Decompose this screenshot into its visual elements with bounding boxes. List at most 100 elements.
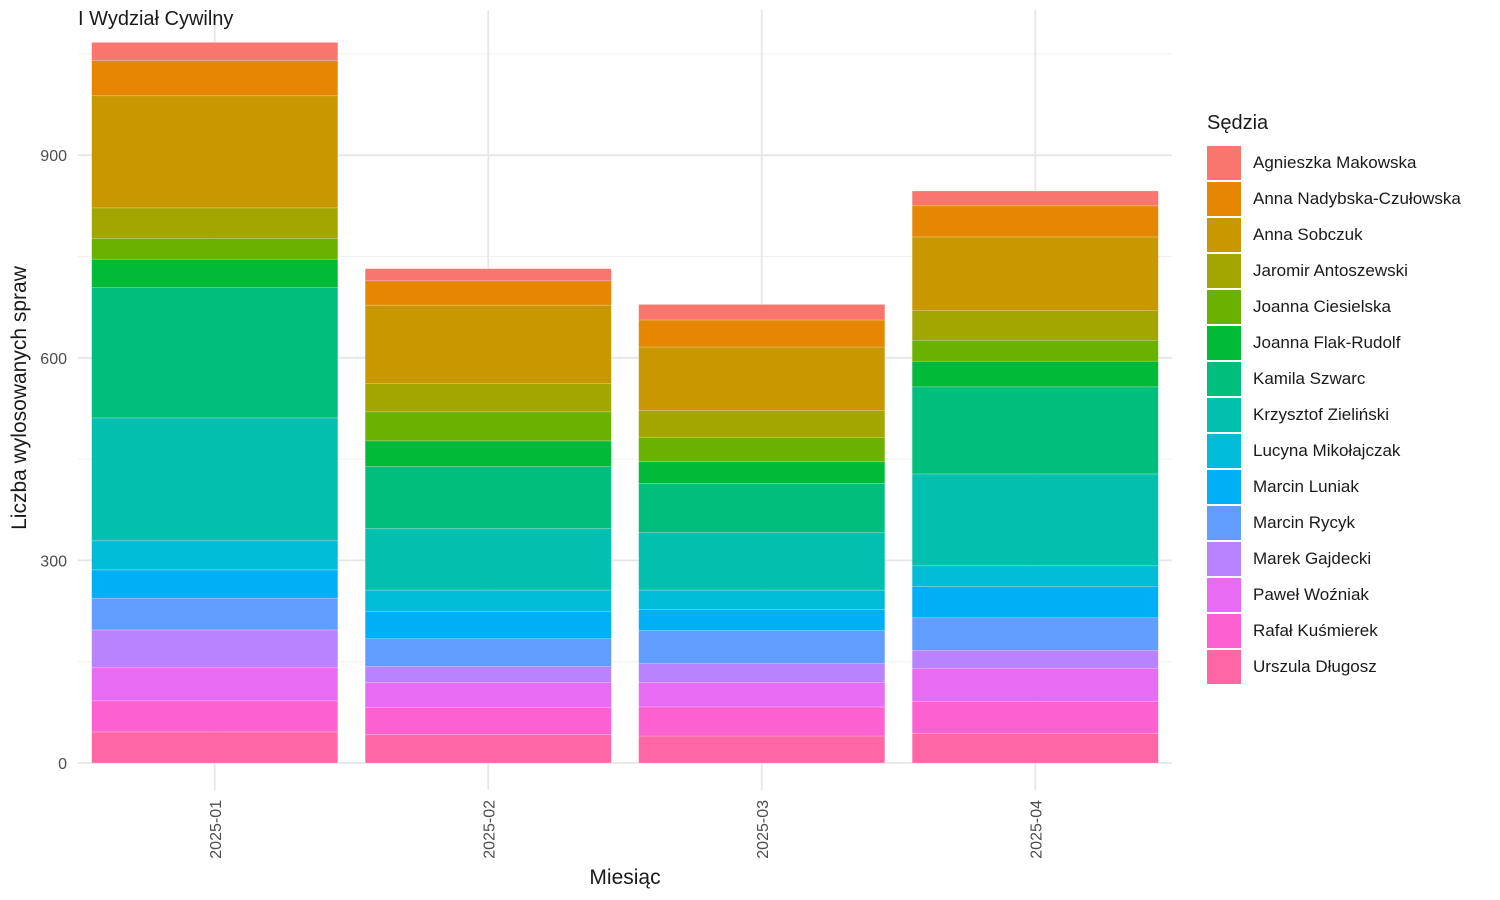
- bar-segment: [638, 410, 886, 438]
- bar-segment: [911, 386, 1159, 475]
- legend-swatch: [1207, 146, 1241, 180]
- bar-segment: [638, 589, 886, 610]
- bar-segment: [364, 268, 612, 282]
- bar-segment: [91, 95, 339, 209]
- legend-title: Sędzia: [1207, 112, 1269, 134]
- bar-segment: [91, 258, 339, 288]
- bar-segment: [911, 732, 1159, 764]
- legend-label: Paweł Woźniak: [1253, 585, 1369, 604]
- legend-item: Anna Nadybska-Czułowska: [1207, 181, 1461, 217]
- bar-segment: [638, 304, 886, 321]
- bar-segment: [638, 630, 886, 665]
- legend-swatch: [1207, 578, 1241, 612]
- legend-item: Kamila Szwarc: [1207, 361, 1461, 397]
- legend-swatch: [1207, 614, 1241, 648]
- bar-segment: [911, 701, 1159, 734]
- legend-label: Joanna Ciesielska: [1253, 297, 1391, 316]
- bar-segment: [91, 60, 339, 97]
- legend-item: Lucyna Mikołajczak: [1207, 433, 1461, 469]
- x-tick-label: 2025-02: [481, 800, 498, 859]
- legend-item: Jaromir Antoszewski: [1207, 253, 1461, 289]
- legend-swatch: [1207, 398, 1241, 432]
- bar-segment: [91, 42, 339, 61]
- bar-segment: [91, 700, 339, 733]
- bar-segment: [364, 304, 612, 384]
- legend-item: Rafał Kuśmierek: [1207, 613, 1461, 649]
- bar-segment: [638, 682, 886, 708]
- bar-segment: [91, 207, 339, 239]
- chart-title: I Wydział Cywilny: [78, 8, 234, 30]
- bar-segment: [911, 586, 1159, 619]
- legend-item: Paweł Woźniak: [1207, 577, 1461, 613]
- legend-item: Joanna Flak-Rudolf: [1207, 325, 1461, 361]
- bar-segment: [364, 638, 612, 667]
- legend-label: Marek Gajdecki: [1253, 549, 1372, 568]
- bar-segment: [638, 319, 886, 348]
- legend-swatch: [1207, 326, 1241, 360]
- bar-segment: [638, 735, 886, 764]
- bar-segment: [364, 528, 612, 591]
- legend-item: Anna Sobczuk: [1207, 217, 1461, 253]
- x-axis-label: Miesiąc: [589, 866, 661, 889]
- bar-segment: [911, 339, 1159, 362]
- y-tick-label: 900: [40, 148, 67, 165]
- bar-segment: [364, 682, 612, 708]
- bar-segment: [91, 597, 339, 631]
- legend-label: Urszula Długosz: [1253, 657, 1377, 676]
- legend-item: Marcin Luniak: [1207, 469, 1461, 505]
- legend-swatch: [1207, 650, 1241, 684]
- y-tick-label: 300: [40, 553, 67, 570]
- legend-swatch: [1207, 506, 1241, 540]
- bar-segment: [911, 190, 1159, 207]
- legend-item: Agnieszka Makowska: [1207, 145, 1461, 181]
- bar-segment: [364, 611, 612, 640]
- legend-label: Joanna Flak-Rudolf: [1253, 333, 1401, 352]
- bar-segment: [364, 440, 612, 467]
- bar-segment: [638, 663, 886, 683]
- bar-segment: [638, 483, 886, 534]
- bar-segment: [638, 437, 886, 463]
- legend-label: Anna Sobczuk: [1253, 225, 1363, 244]
- bar-segment: [91, 237, 339, 260]
- bar-segment: [638, 706, 886, 737]
- bar-segment: [364, 589, 612, 613]
- legend-label: Agnieszka Makowska: [1253, 153, 1417, 172]
- bar-segment: [911, 205, 1159, 238]
- bar-segment: [364, 383, 612, 413]
- legend-label: Jaromir Antoszewski: [1253, 261, 1408, 280]
- y-tick-label: 600: [40, 351, 67, 368]
- bar-segment: [911, 617, 1159, 651]
- legend: Agnieszka Makowska Anna Nadybska-Czułowsk…: [1207, 145, 1461, 685]
- bar-segment: [638, 461, 886, 484]
- bar-segment: [364, 466, 612, 529]
- legend-swatch: [1207, 218, 1241, 252]
- legend-item: Urszula Długosz: [1207, 649, 1461, 685]
- y-tick-label: 0: [58, 756, 67, 773]
- legend-label: Lucyna Mikołajczak: [1253, 441, 1401, 460]
- x-tick-label: 2025-03: [755, 800, 772, 859]
- legend-item: Marek Gajdecki: [1207, 541, 1461, 577]
- x-tick-label: 2025-01: [208, 800, 225, 859]
- bar-segment: [911, 360, 1159, 388]
- bar-segment: [91, 287, 339, 419]
- bar-segment: [638, 346, 886, 411]
- legend-label: Kamila Szwarc: [1253, 369, 1366, 388]
- bar-segment: [364, 411, 612, 442]
- legend-label: Marcin Rycyk: [1253, 513, 1356, 532]
- y-axis-label: Liczba wylosowanych spraw: [8, 266, 31, 530]
- legend-swatch: [1207, 434, 1241, 468]
- bar-segment: [638, 532, 886, 591]
- bar-segment: [911, 565, 1159, 588]
- legend-label: Rafał Kuśmierek: [1253, 621, 1378, 640]
- bar-segment: [911, 649, 1159, 669]
- bar-segment: [911, 310, 1159, 341]
- bar-segment: [911, 236, 1159, 311]
- legend-label: Krzysztof Zieliński: [1253, 405, 1390, 424]
- bar-segment: [91, 540, 339, 571]
- bar-segment: [364, 707, 612, 735]
- bar-segment: [91, 569, 339, 599]
- legend-swatch: [1207, 470, 1241, 504]
- legend-label: Anna Nadybska-Czułowska: [1253, 189, 1461, 208]
- bar-segment: [364, 666, 612, 683]
- legend-item: Marcin Rycyk: [1207, 505, 1461, 541]
